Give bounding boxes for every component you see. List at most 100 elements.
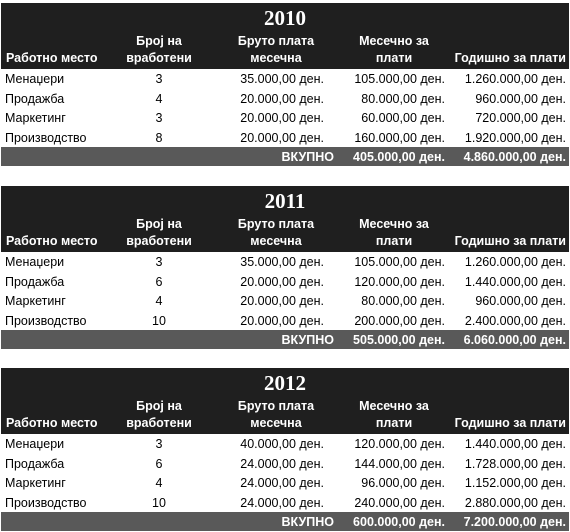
table-row: Производство 10 20.000,00 ден. 200.000,00 д… bbox=[1, 311, 569, 331]
cell-gross-salary: 35.000,00 ден. bbox=[240, 72, 324, 86]
col-header-position: Работно место bbox=[6, 416, 98, 430]
salary-table-2012: 2012 Работно место Број на вработени Бруто п… bbox=[1, 368, 569, 531]
cell-position: Продажба bbox=[5, 274, 65, 289]
cell-employees: 3 bbox=[155, 255, 163, 269]
col-header-yearly: Годишно за плати bbox=[454, 234, 566, 248]
cell-yearly: 1.440.000,00 ден. bbox=[464, 274, 566, 289]
cell-gross-salary: 40.000,00 ден. bbox=[240, 437, 324, 451]
col-header-monthly: Месечно за плати bbox=[359, 217, 429, 248]
cell-gross-salary: 24.000,00 ден. bbox=[240, 495, 324, 510]
table-row: Маркетинг 4 24.000,00 ден. 96.000,00 ден. 1.… bbox=[1, 473, 569, 493]
cell-yearly: 720.000,00 ден. bbox=[475, 111, 566, 125]
cell-employees: 8 bbox=[155, 130, 163, 145]
total-row: ВКУПНО 600.000,00 ден. 7.200.000,00 ден. bbox=[1, 512, 569, 531]
table-row: Маркетинг 3 20.000,00 ден. 60.000,00 ден. 72… bbox=[1, 108, 569, 128]
table-year: 2010 bbox=[264, 6, 306, 30]
col-header-gross-salary: Бруто плата месечна bbox=[237, 399, 315, 430]
cell-position: Продажба bbox=[5, 456, 65, 471]
cell-employees: 4 bbox=[155, 476, 163, 490]
cell-employees: 6 bbox=[155, 274, 163, 289]
table-year: 2011 bbox=[264, 189, 306, 213]
cell-position: Производство bbox=[5, 313, 87, 328]
cell-yearly: 1.260.000,00 ден. bbox=[464, 255, 566, 269]
cell-monthly: 144.000,00 ден. bbox=[354, 456, 445, 471]
total-yearly: 4.860.000,00 ден. bbox=[463, 150, 566, 164]
cell-gross-salary: 20.000,00 ден. bbox=[240, 91, 324, 106]
cell-monthly: 105.000,00 ден. bbox=[354, 255, 445, 269]
cell-employees: 3 bbox=[155, 437, 163, 451]
col-header-employees: Број на вработени bbox=[126, 34, 192, 65]
cell-yearly: 1.152.000,00 ден. bbox=[464, 476, 566, 490]
col-header-gross-salary: Бруто плата месечна bbox=[237, 34, 315, 65]
cell-yearly: 960.000,00 ден. bbox=[475, 294, 566, 308]
col-header-employees: Број на вработени bbox=[126, 217, 192, 248]
cell-monthly: 200.000,00 ден. bbox=[354, 313, 445, 328]
total-label: ВКУПНО bbox=[281, 515, 334, 529]
cell-gross-salary: 20.000,00 ден. bbox=[240, 294, 324, 308]
total-monthly: 505.000,00 ден. bbox=[353, 333, 445, 347]
table-header: 2010 Работно место Број на вработени Бруто п… bbox=[1, 3, 569, 69]
cell-position: Менаџери bbox=[5, 72, 65, 86]
cell-gross-salary: 35.000,00 ден. bbox=[240, 255, 324, 269]
total-yearly: 7.200.000,00 ден. bbox=[463, 515, 566, 529]
cell-position: Менаџери bbox=[5, 437, 65, 451]
cell-yearly: 2.400.000,00 ден. bbox=[464, 313, 566, 328]
cell-position: Маркетинг bbox=[5, 476, 66, 490]
cell-position: Менаџери bbox=[5, 255, 65, 269]
cell-monthly: 60.000,00 ден. bbox=[361, 111, 445, 125]
cell-yearly: 960.000,00 ден. bbox=[475, 91, 566, 106]
col-header-yearly: Годишно за плати bbox=[454, 51, 566, 65]
cell-employees: 3 bbox=[155, 72, 163, 86]
cell-employees: 10 bbox=[152, 313, 166, 328]
table-row: Продажба 4 20.000,00 ден. 80.000,00 ден. 960… bbox=[1, 89, 569, 109]
table-row: Продажба 6 20.000,00 ден. 120.000,00 ден. 1.… bbox=[1, 272, 569, 292]
cell-employees: 10 bbox=[152, 495, 166, 510]
cell-gross-salary: 20.000,00 ден. bbox=[240, 313, 324, 328]
cell-monthly: 240.000,00 ден. bbox=[354, 495, 445, 510]
table-row: Производство 8 20.000,00 ден. 160.000,00 де… bbox=[1, 128, 569, 148]
col-header-yearly: Годишно за плати bbox=[454, 416, 566, 430]
col-header-monthly: Месечно за плати bbox=[359, 34, 429, 65]
cell-employees: 3 bbox=[155, 111, 163, 125]
cell-position: Маркетинг bbox=[5, 111, 66, 125]
cell-gross-salary: 20.000,00 ден. bbox=[240, 274, 324, 289]
cell-position: Продажба bbox=[5, 91, 65, 106]
salary-table-2011: 2011 Работно место Број на вработени Бруто п… bbox=[1, 186, 569, 349]
cell-yearly: 1.920.000,00 ден. bbox=[464, 130, 566, 145]
total-label: ВКУПНО bbox=[281, 333, 334, 347]
cell-monthly: 80.000,00 ден. bbox=[361, 294, 445, 308]
col-header-position: Работно место bbox=[6, 51, 98, 65]
total-monthly: 600.000,00 ден. bbox=[353, 515, 445, 529]
cell-monthly: 160.000,00 ден. bbox=[354, 130, 445, 145]
col-header-gross-salary: Бруто плата месечна bbox=[237, 217, 315, 248]
cell-employees: 4 bbox=[155, 294, 163, 308]
total-monthly: 405.000,00 ден. bbox=[353, 150, 445, 164]
cell-monthly: 120.000,00 ден. bbox=[354, 274, 445, 289]
cell-gross-salary: 20.000,00 ден. bbox=[240, 111, 324, 125]
table-row: Производство 10 24.000,00 ден. 240.000,00 д… bbox=[1, 493, 569, 513]
table-year: 2012 bbox=[264, 371, 306, 395]
cell-yearly: 1.728.000,00 ден. bbox=[464, 456, 566, 471]
table-row: Менаџери 3 40.000,00 ден. 120.000,00 ден. 1.… bbox=[1, 434, 569, 454]
cell-monthly: 96.000,00 ден. bbox=[361, 476, 445, 490]
cell-yearly: 2.880.000,00 ден. bbox=[464, 495, 566, 510]
col-header-position: Работно место bbox=[6, 234, 98, 248]
salary-table-2010: 2010 Работно место Број на вработени Бруто п… bbox=[1, 3, 569, 166]
cell-position: Производство bbox=[5, 495, 87, 510]
table-row: Менаџери 3 35.000,00 ден. 105.000,00 ден. 1.… bbox=[1, 252, 569, 272]
table-row: Маркетинг 4 20.000,00 ден. 80.000,00 ден. 96… bbox=[1, 291, 569, 311]
total-yearly: 6.060.000,00 ден. bbox=[463, 333, 566, 347]
table-header: 2011 Работно место Број на вработени Бруто п… bbox=[1, 186, 569, 252]
cell-employees: 4 bbox=[155, 91, 163, 106]
cell-monthly: 120.000,00 ден. bbox=[354, 437, 445, 451]
cell-yearly: 1.440.000,00 ден. bbox=[464, 437, 566, 451]
total-label: ВКУПНО bbox=[281, 150, 334, 164]
total-row: ВКУПНО 405.000,00 ден. 4.860.000,00 ден. bbox=[1, 147, 569, 166]
col-header-monthly: Месечно за плати bbox=[359, 399, 429, 430]
cell-position: Маркетинг bbox=[5, 294, 66, 308]
col-header-employees: Број на вработени bbox=[126, 399, 192, 430]
table-header: 2012 Работно место Број на вработени Бруто п… bbox=[1, 368, 569, 434]
table-row: Менаџери 3 35.000,00 ден. 105.000,00 ден. 1.… bbox=[1, 69, 569, 89]
cell-yearly: 1.260.000,00 ден. bbox=[464, 72, 566, 86]
cell-gross-salary: 24.000,00 ден. bbox=[240, 476, 324, 490]
